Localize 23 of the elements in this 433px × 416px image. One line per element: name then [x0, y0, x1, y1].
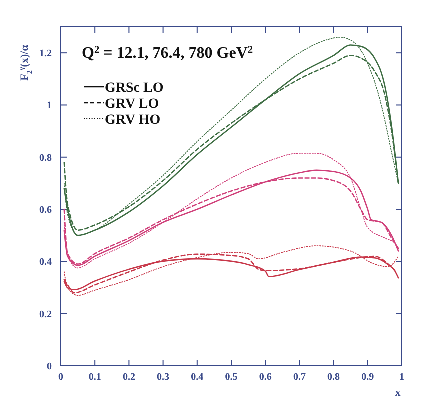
y-tick-label: 0.8	[40, 152, 52, 164]
y-tick-label: 0.2	[40, 309, 52, 320]
x-tick-label: 1	[400, 372, 404, 383]
x-tick-label: 0.3	[157, 372, 170, 383]
x-tick-label: 0	[58, 372, 64, 383]
x-tick-label: 0.6	[259, 372, 272, 383]
x-tick-label: 0.7	[293, 372, 306, 383]
x-tick-label: 0.4	[191, 372, 204, 383]
y-tick-label: 1.2	[40, 48, 52, 60]
x-tick-label: 0.9	[362, 372, 374, 383]
annotation: GRSc LO	[105, 81, 164, 96]
y-tick-label: 1	[47, 100, 52, 112]
text: Q$^{2}$ = 12.1, 76.4, 780 GeV$^{2}$	[82, 44, 254, 62]
y-tick-label: 0	[47, 362, 52, 372]
y-tick-label: 0.4	[40, 257, 52, 268]
x-tick-label: 0.2	[122, 372, 136, 383]
y-tick-label: 0.6	[40, 205, 52, 216]
x-axis-title: x	[395, 387, 402, 399]
annotation: GRV HO	[105, 113, 161, 128]
x-tick-label: 0.8	[328, 372, 340, 383]
annotation: GRV LO	[105, 97, 160, 112]
x-tick-label: 0.5	[225, 372, 238, 383]
x-tick-label: 0.1	[88, 372, 102, 383]
